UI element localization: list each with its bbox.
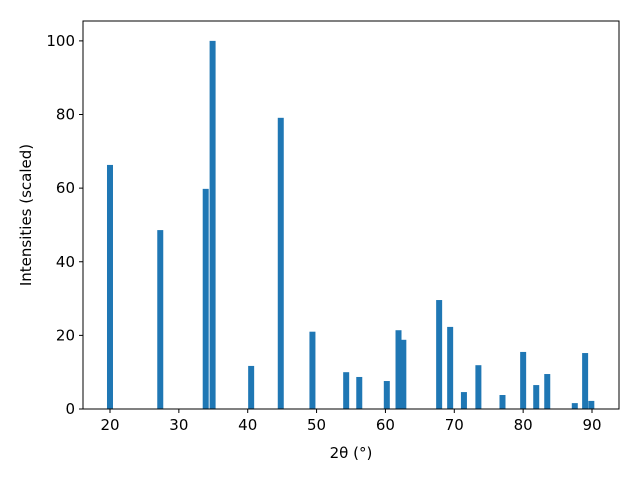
x-tick-label: 20: [100, 416, 119, 434]
bar: [520, 351, 527, 409]
y-tick-label: 100: [46, 32, 75, 50]
plot-frame: [82, 20, 620, 410]
bar: [544, 374, 551, 409]
bar: [209, 40, 216, 409]
y-axis-label: Intensities (scaled): [17, 144, 35, 286]
bar: [499, 395, 506, 409]
x-axis-label: 2θ (°): [330, 444, 373, 462]
bar: [447, 326, 454, 409]
bar: [343, 372, 350, 409]
bar: [582, 353, 589, 409]
bar: [383, 381, 390, 409]
bar: [460, 392, 467, 409]
bar: [248, 365, 255, 409]
x-tick-label: 60: [376, 416, 395, 434]
x-tick-label: 90: [582, 416, 601, 434]
bar: [309, 331, 316, 409]
bar: [436, 300, 443, 409]
bar: [106, 164, 113, 409]
x-tick-label: 40: [238, 416, 257, 434]
y-tick-label: 80: [56, 106, 75, 124]
bar: [395, 330, 402, 409]
y-tick-label: 0: [65, 400, 75, 418]
x-tick-label: 50: [307, 416, 326, 434]
bar: [157, 230, 164, 409]
y-tick-label: 20: [56, 326, 75, 344]
bar: [571, 403, 578, 409]
bar: [533, 385, 540, 409]
bar: [400, 339, 407, 409]
bar: [277, 117, 284, 409]
bar: [356, 376, 363, 409]
bar: [202, 188, 209, 409]
x-tick-label: 70: [445, 416, 464, 434]
bar: [588, 400, 595, 409]
x-tick-label: 80: [514, 416, 533, 434]
y-tick-label: 60: [56, 179, 75, 197]
x-tick-label: 30: [169, 416, 188, 434]
y-tick-label: 40: [56, 253, 75, 271]
bar: [475, 365, 482, 409]
